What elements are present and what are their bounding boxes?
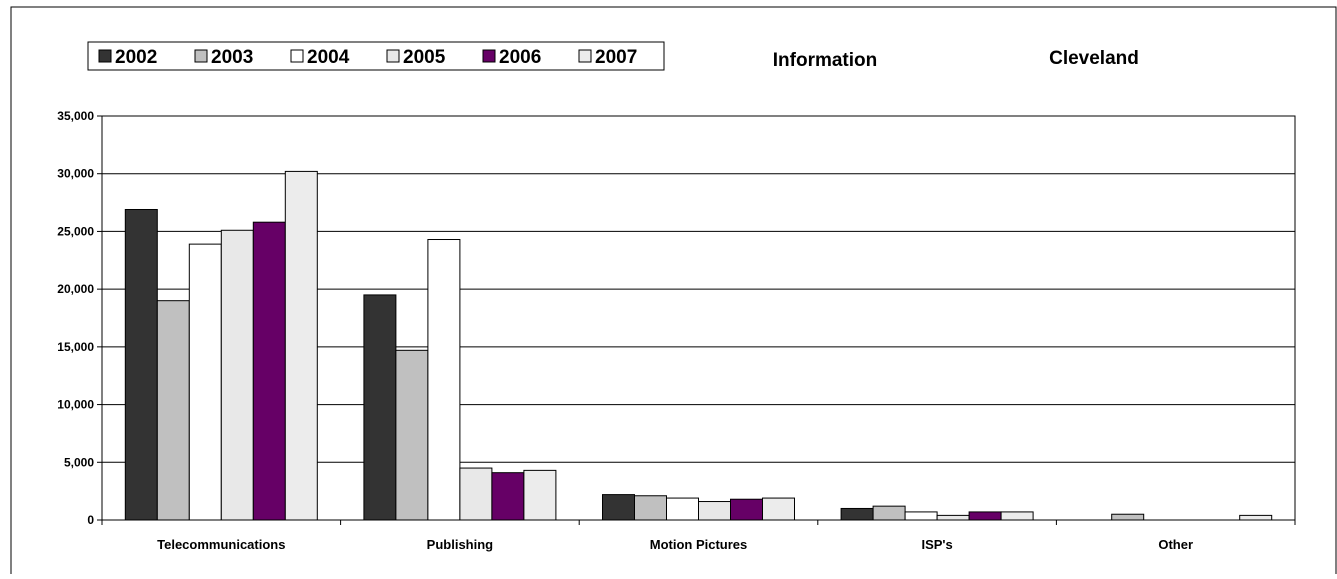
bar-2004-isp-s xyxy=(904,511,938,521)
legend-label-2004: 2004 xyxy=(307,47,350,68)
bar-2005-telecommunications xyxy=(220,229,254,521)
chart-title: Information xyxy=(773,50,878,71)
y-tick-label: 30,000 xyxy=(57,167,94,181)
x-tick-label: Publishing xyxy=(427,537,494,552)
bar-2006-isp-s xyxy=(968,511,1002,521)
legend-label-2005: 2005 xyxy=(403,47,446,68)
y-axis: 0 5,000 10,000 15,000 20,000 25,000 30,000 35,0… xyxy=(57,109,102,527)
bar-2004-motion-pictures xyxy=(666,497,699,521)
legend-label-2006: 2006 xyxy=(499,47,541,68)
bar-2004-telecommunications xyxy=(188,243,222,521)
y-tick-label: 25,000 xyxy=(57,224,94,238)
bar-2005-isp-s xyxy=(936,514,970,521)
bar-2003-motion-pictures xyxy=(634,495,667,521)
bar-2007-isp-s xyxy=(1000,511,1034,521)
legend-swatch-2004 xyxy=(290,49,304,63)
bar-2007-other xyxy=(1239,514,1273,521)
legend-label-2007: 2007 xyxy=(595,47,637,68)
bar-2002-isp-s xyxy=(840,507,874,521)
bar-2007-motion-pictures xyxy=(762,497,795,521)
x-axis: Telecommunications Publishing Motion Pictu… xyxy=(101,520,1296,552)
y-tick-label: 35,000 xyxy=(57,109,94,123)
y-tick-label: 15,000 xyxy=(57,340,94,354)
bar-2007-publishing xyxy=(523,469,557,521)
y-tick-label: 20,000 xyxy=(57,282,94,296)
bar-2006-telecommunications xyxy=(252,221,286,521)
bar-2002-telecommunications xyxy=(124,208,158,521)
legend-swatch-2002 xyxy=(98,49,112,63)
legend-box xyxy=(87,41,665,71)
y-tick-label: 10,000 xyxy=(57,398,94,412)
chart-subtitle: Cleveland xyxy=(1049,48,1139,69)
bar-2006-motion-pictures xyxy=(730,498,763,521)
legend-swatch-2003 xyxy=(194,49,208,63)
bar-2005-publishing xyxy=(459,467,493,521)
legend-label-2003: 2003 xyxy=(211,47,253,68)
bar-2002-motion-pictures xyxy=(602,494,635,521)
bar-2003-isp-s xyxy=(872,505,906,521)
x-tick-label: Motion Pictures xyxy=(650,537,748,552)
legend-label-2002: 2002 xyxy=(115,47,157,68)
x-tick-label: ISP's xyxy=(921,537,952,552)
bar-2005-motion-pictures xyxy=(698,501,731,521)
y-tick-label: 0 xyxy=(87,513,94,527)
legend-swatch-2005 xyxy=(386,49,400,63)
legend-swatch-2006 xyxy=(482,49,496,63)
y-tick-label: 5,000 xyxy=(64,455,94,469)
bar-2004-publishing xyxy=(427,239,461,521)
bar-2003-publishing xyxy=(395,349,429,521)
x-tick-label: Other xyxy=(1158,537,1193,552)
legend: 2002 2003 2004 2005 2006 2007 xyxy=(98,47,637,68)
bar-2003-telecommunications xyxy=(156,300,190,521)
bar-2007-telecommunications xyxy=(284,170,318,521)
legend-swatch-2007 xyxy=(578,49,592,63)
bar-2006-publishing xyxy=(491,472,525,521)
bar-2002-publishing xyxy=(363,294,397,521)
bar-2003-other xyxy=(1111,513,1145,521)
x-tick-label: Telecommunications xyxy=(157,537,285,552)
bars xyxy=(124,170,1273,521)
